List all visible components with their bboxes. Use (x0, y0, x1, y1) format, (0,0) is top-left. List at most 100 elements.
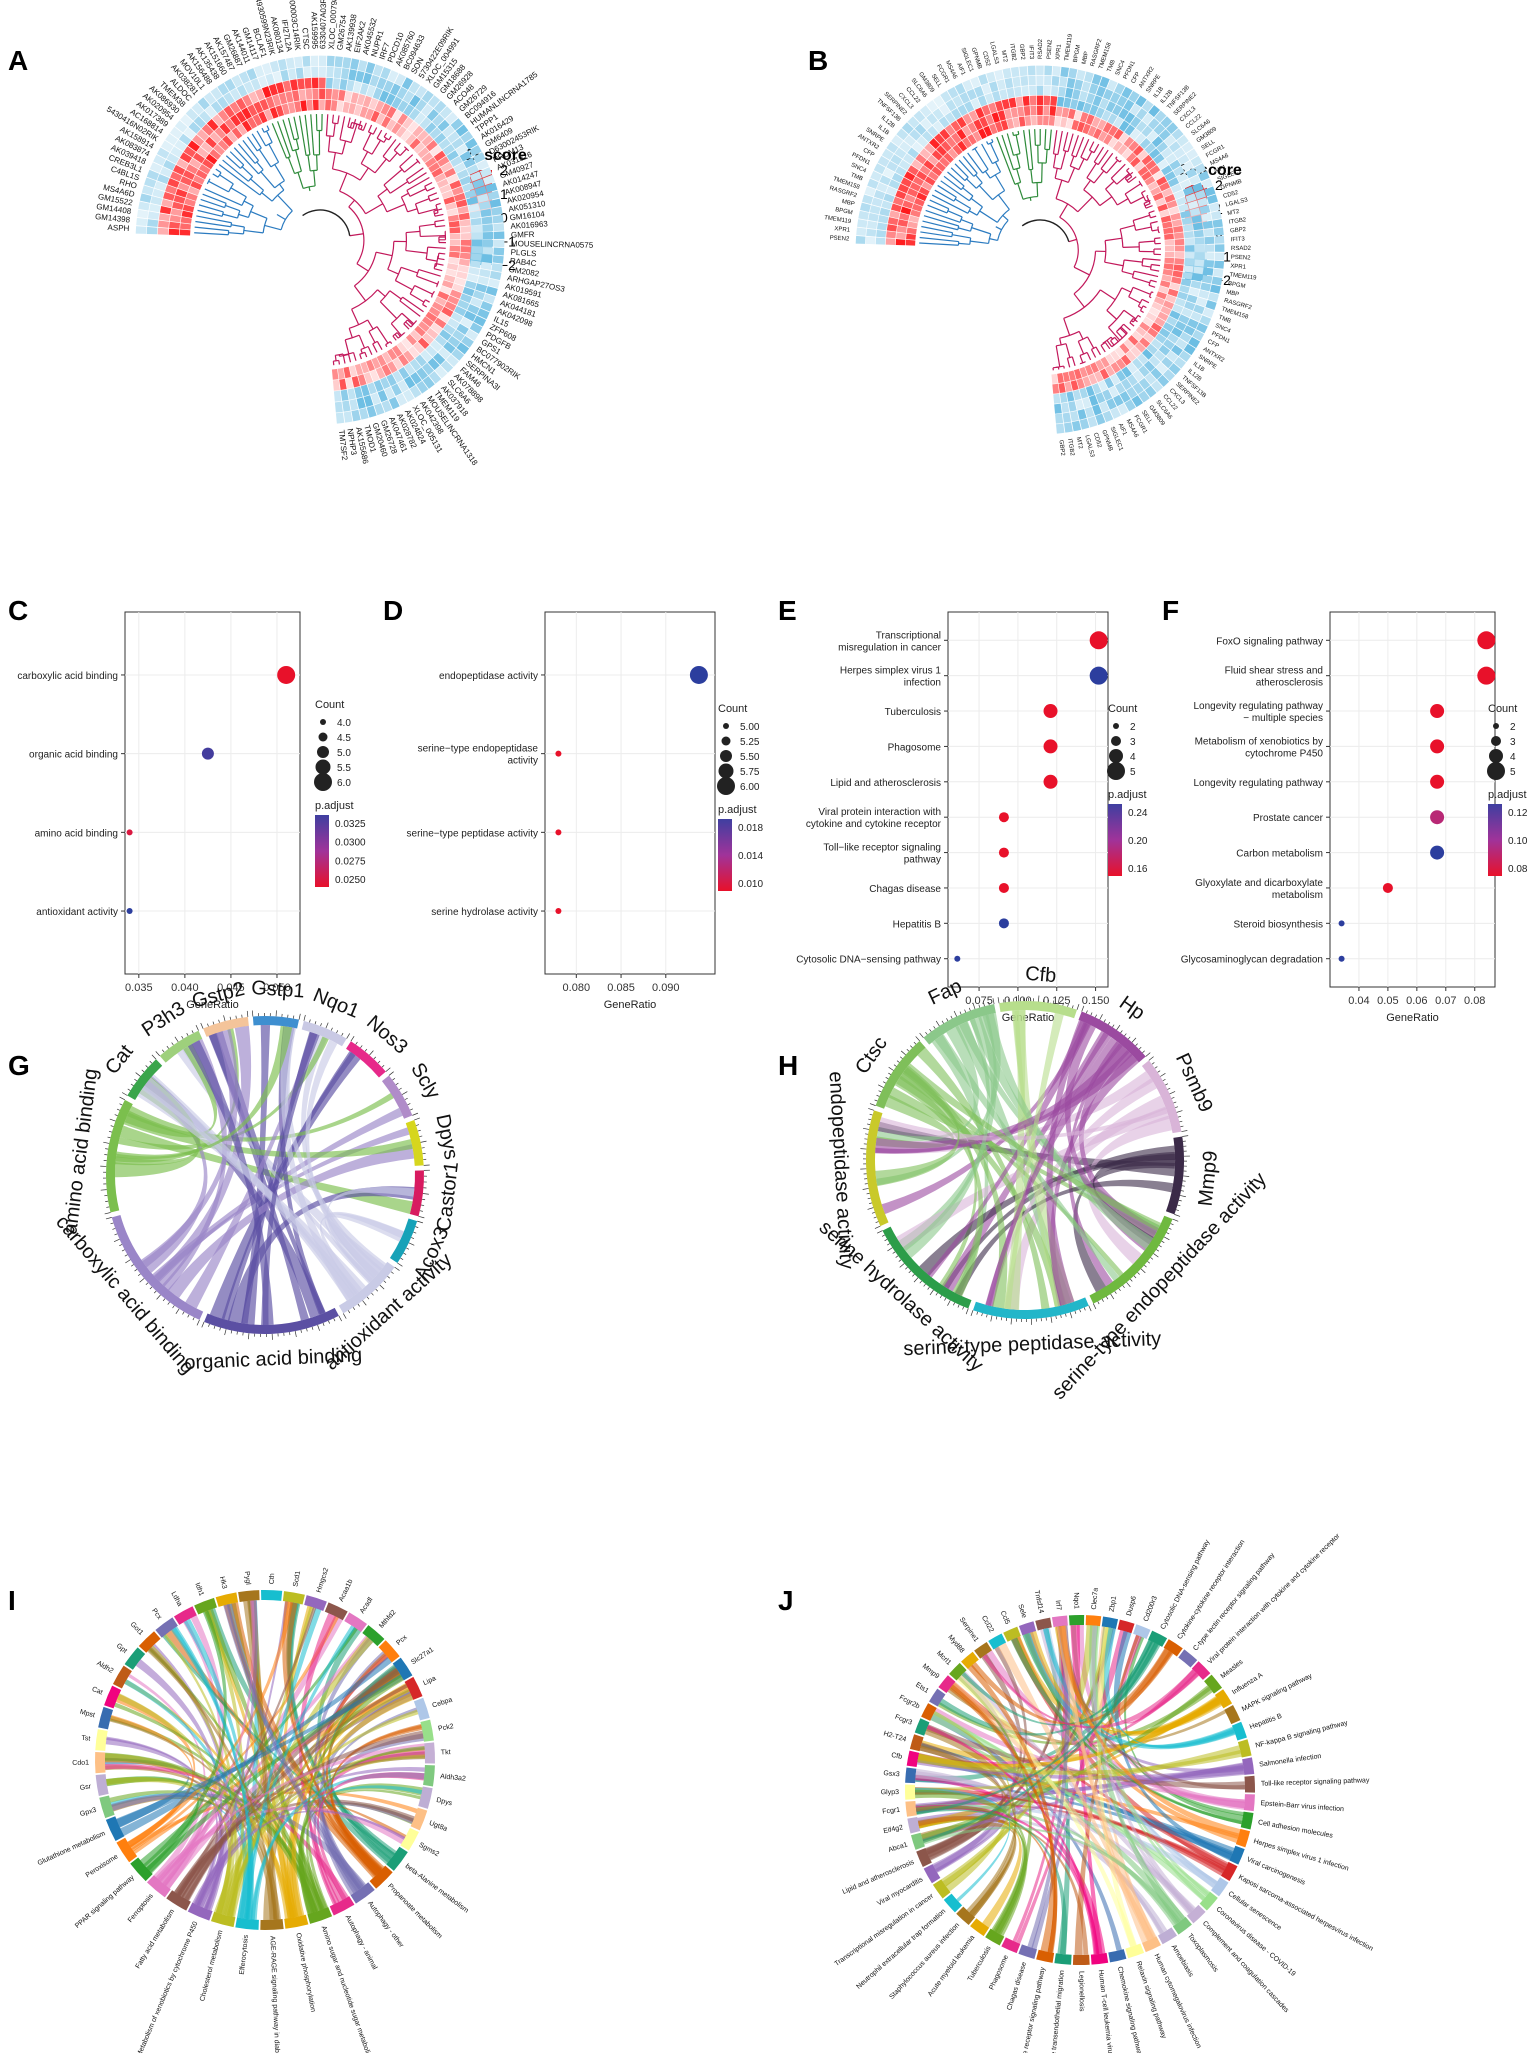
heatmap-a-cell (354, 363, 364, 376)
heatmap-a-dendro-branch (194, 232, 229, 236)
chord-g-axis-tick (385, 1067, 391, 1072)
heatmap-b-cell (1128, 140, 1139, 152)
heatmap-a-cell (170, 171, 183, 182)
heatmap-a-cell (196, 129, 209, 141)
heatmap-a-dendro-branch (414, 203, 420, 214)
heatmap-b-cell (1183, 231, 1194, 239)
chord-h-axis-tick (874, 1225, 881, 1229)
heatmap-b-cell (864, 186, 876, 197)
heatmap-a-dendro-branch (382, 139, 397, 157)
heatmap-b-cell (945, 99, 957, 112)
heatmap-a-cell (386, 119, 397, 131)
chord-h-axis-tick (899, 1263, 905, 1268)
heatmap-a-cell (186, 164, 199, 175)
heatmap-b-cell (904, 194, 916, 203)
heatmap-a-dendro-branch (367, 319, 374, 330)
heatmap-a-cell (259, 98, 269, 111)
heatmap-b-cell (869, 205, 881, 215)
heatmap-a-cell (146, 226, 158, 235)
heatmap-b-cell (1094, 371, 1104, 383)
heatmap-b-cell (1115, 358, 1127, 370)
heatmap-b-cell (1177, 291, 1188, 301)
heatmap-b-cell (999, 89, 1008, 100)
heatmap-a-cell (356, 397, 366, 409)
chord-g-axis-tick (218, 1019, 220, 1023)
heatmap-b-dendro-branch (1126, 167, 1130, 172)
chord-g-sector-label: Dpys (431, 1112, 462, 1161)
heatmap-b-cell (1141, 100, 1154, 113)
chord-g-axis-tick (298, 1013, 301, 1020)
heatmap-a-cell (248, 91, 259, 104)
heatmap-a-cell (397, 380, 409, 393)
heatmap-b-cell (1162, 268, 1173, 276)
chord-h-axis-tick (1110, 1293, 1115, 1300)
heatmap-b-gene-label: MBP (1081, 51, 1090, 65)
heatmap-b-cell (967, 122, 978, 134)
heatmap-a-cell (447, 335, 461, 348)
chord-g-axis-tick (213, 1325, 216, 1329)
dotplot-E-padj-title: p.adjust (1108, 789, 1147, 801)
heatmap-a-dendro-branch (407, 319, 414, 326)
heatmap-a-cell (149, 162, 163, 174)
heatmap-b-cell (944, 112, 956, 124)
chord-h-sector-label: Hp (1115, 992, 1149, 1025)
heatmap-b-dendro-branch (954, 163, 969, 178)
heatmap-a-dendro-branch (399, 296, 404, 302)
heatmap-b-cell (1102, 389, 1113, 401)
heatmap-a-cell (217, 109, 230, 122)
chord-h-ribbon (878, 1107, 1168, 1141)
heatmap-a-dendro-branch (331, 114, 335, 124)
heatmap-b-dendro-branch (1126, 176, 1133, 182)
chord-h-axis-tick (1151, 1062, 1155, 1065)
chord-g-axis-tick (414, 1117, 420, 1121)
heatmap-b-cell (1059, 76, 1068, 88)
chord-j-ribbon (967, 1664, 1056, 1952)
heatmap-a-dendro-branch (270, 161, 279, 168)
chord-g-axis-tick (103, 1141, 110, 1144)
heatmap-a-dendro-branch (409, 293, 425, 303)
heatmap-b-gene-label: GBP2 (1018, 44, 1025, 61)
heatmap-b-cell (1079, 112, 1089, 123)
chord-g-axis-tick (322, 1322, 325, 1326)
heatmap-b-cell (1076, 100, 1086, 112)
chord-j-ribbon (916, 1758, 1245, 1781)
heatmap-b-dendro-branch (1070, 165, 1080, 171)
heatmap-b-cell (1084, 406, 1095, 418)
heatmap-b-cell (927, 125, 939, 138)
heatmap-a-dendro-branch (395, 280, 413, 291)
zscore-legend-a-tick-4: −2 (500, 257, 516, 273)
heatmap-b-dendro-branch (1077, 341, 1085, 355)
chord-j-sector (1157, 1927, 1178, 1945)
heatmap-a-cell (439, 329, 452, 341)
chord-g-ribbon (168, 1144, 415, 1298)
heatmap-a-dendro-branch (406, 230, 421, 234)
chord-h-axis-tick (1172, 1218, 1179, 1222)
heatmap-a-cell (349, 365, 358, 377)
dotplot-F-count-title: Count (1488, 703, 1517, 715)
chord-i-sector-label: Hmgcs2 (316, 1567, 331, 1594)
heatmap-a-dendro-branch (425, 299, 430, 303)
heatmap-a-dendro-branch (350, 123, 358, 143)
heatmap-b-dendro-branch (1120, 224, 1135, 230)
heatmap-b-cell (877, 155, 890, 168)
heatmap-a-dendro-branch (427, 192, 438, 197)
heatmap-a-cell (414, 112, 426, 125)
dotplot-F-count-key-label: 4 (1510, 752, 1516, 763)
chord-h-axis-tick (1120, 1030, 1123, 1034)
chord-j-ribbon (950, 1684, 1058, 1953)
chord-h-axis-tick (1124, 1033, 1127, 1037)
heatmap-b-dendro-branch (1083, 189, 1101, 207)
chord-g-axis-tick (156, 1294, 161, 1300)
chord-j-sector (1072, 1954, 1090, 1965)
heatmap-b-gene-label: PSEN2 (829, 235, 850, 242)
heatmap-b-cell (1104, 377, 1115, 389)
heatmap-b-gene-label: TMEM119 (824, 215, 852, 225)
chord-h-axis-tick (863, 1127, 870, 1130)
heatmap-b-cell (1078, 90, 1088, 102)
heatmap-b-cell (956, 116, 967, 129)
heatmap-b-cell (1028, 85, 1037, 96)
heatmap-b-cell (896, 128, 909, 141)
heatmap-a-cell (446, 150, 459, 162)
chord-h-axis-tick (1097, 1301, 1100, 1305)
heatmap-a-cell (201, 124, 214, 136)
